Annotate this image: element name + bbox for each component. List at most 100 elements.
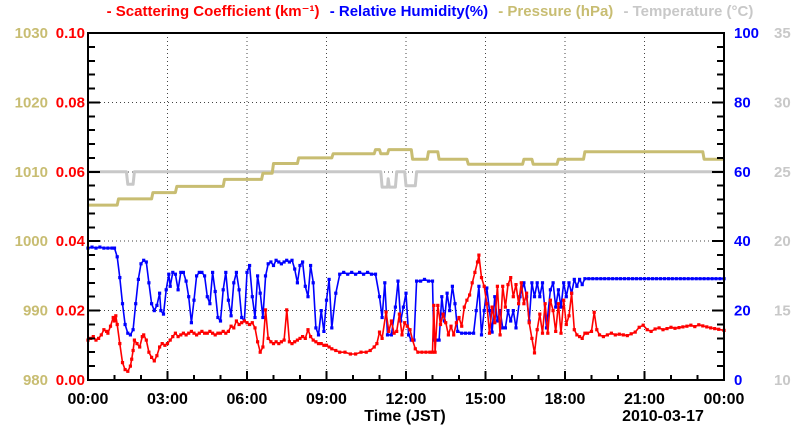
humidity-marker [587,277,591,281]
scattering-marker [203,331,207,335]
scattering-marker [354,352,358,356]
scattering-marker [187,331,191,335]
scattering-marker [677,326,681,330]
scattering-marker [173,331,177,335]
humidity-marker [224,270,228,274]
humidity-marker [389,333,393,337]
scattering-marker [115,322,119,327]
humidity-marker [274,258,278,262]
scattering-marker [564,322,568,327]
humidity-marker [285,258,289,262]
humidity-marker [373,272,378,276]
scattering-marker [551,309,555,313]
scattering-marker [171,335,175,339]
scattering-marker [454,321,458,325]
scattering-marker [375,342,379,346]
humidity-marker [562,281,566,285]
scattering-marker [411,338,415,342]
humidity-marker [567,281,571,285]
temperature-series-line [88,170,724,189]
humidity-marker [248,263,252,268]
humidity-marker [311,281,315,285]
scattering-marker [389,319,393,323]
humidity-marker [314,326,318,330]
scattering-marker [130,357,134,361]
scattering-marker [114,314,118,318]
scattering-marker [213,333,217,337]
humidity-marker [147,281,151,285]
scattering-marker [118,342,122,346]
humidity-marker [487,309,492,313]
scattering-marker [554,329,558,333]
scattering-marker [562,298,566,302]
scattering-marker [532,351,537,355]
humidity-marker [123,322,127,327]
scattering-tick-label: 0.02 [56,303,85,320]
humidity-marker [287,260,291,264]
humidity-marker [548,288,552,292]
scattering-marker [205,331,209,335]
scattering-marker [240,321,244,325]
humidity-marker [102,246,106,250]
scattering-marker [271,342,276,346]
scattering-marker [138,345,142,349]
scattering-marker [543,302,547,306]
humidity-marker [718,277,722,281]
scattering-marker [633,330,637,334]
scattering-marker [408,328,412,332]
scattering-marker [530,336,534,340]
humidity-marker [690,277,694,281]
humidity-marker [261,315,265,320]
humidity-marker [383,281,387,285]
humidity-marker [189,321,193,325]
scattering-marker [482,284,486,288]
scattering-marker [282,338,286,342]
scattering-marker [160,342,164,346]
humidity-marker [184,279,188,283]
humidity-marker [94,246,98,250]
scattering-marker [625,334,629,338]
scattering-marker [266,336,270,340]
humidity-marker [319,309,323,313]
scattering-marker [224,331,228,335]
scattering-marker [548,298,552,302]
humidity-marker [168,284,172,288]
scattering-marker [142,333,146,337]
x-axis-date: 2010-03-17 [622,408,704,425]
scattering-marker [697,323,701,327]
pressure-tick-label: 1030 [15,25,48,42]
humidity-marker [530,281,534,285]
humidity-marker [279,262,283,266]
humidity-marker [627,277,631,281]
humidity-marker [155,303,159,307]
humidity-marker [164,288,168,292]
humidity-marker [258,291,262,295]
scattering-marker [126,369,130,373]
humidity-marker [295,281,299,285]
scattering-marker [479,276,484,280]
scattering-marker [384,310,388,314]
humidity-marker [330,326,334,330]
scattering-marker [301,335,305,339]
humidity-marker [269,260,273,264]
humidity-marker [338,272,342,276]
scattering-marker [298,336,302,340]
scattering-marker [717,327,721,331]
humidity-tick-label: 60 [734,164,751,181]
scattering-marker [163,343,167,347]
humidity-marker [128,333,132,337]
scattering-marker [567,314,571,318]
humidity-marker [654,277,658,281]
humidity-marker [572,277,576,281]
scattering-marker [105,329,109,333]
scattering-marker [158,345,162,349]
scattering-marker [274,340,278,344]
scattering-marker [673,326,677,330]
humidity-marker [603,277,607,281]
humidity-marker [619,277,623,281]
scattering-marker [621,333,625,337]
humidity-marker [192,298,196,302]
scattering-marker [689,323,693,327]
humidity-marker [559,305,563,309]
pressure-tick-label: 980 [23,372,48,389]
